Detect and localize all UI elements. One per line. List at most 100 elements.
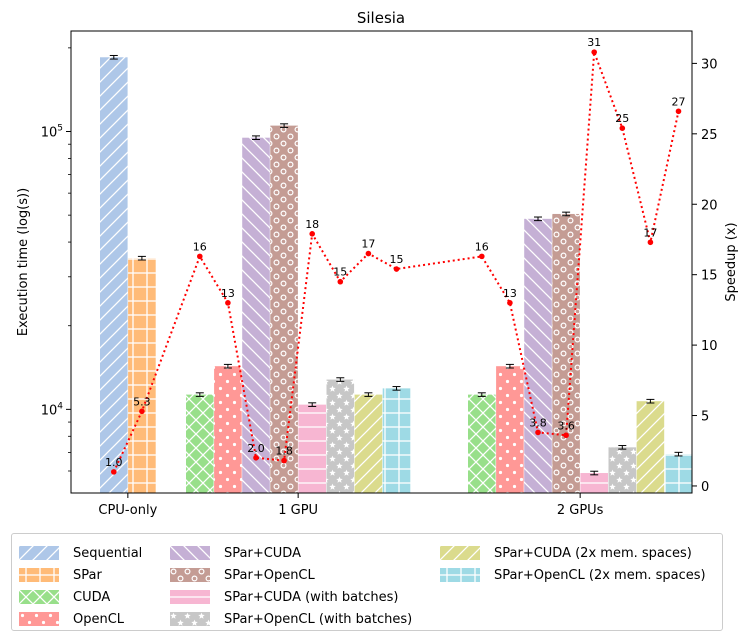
bar-spar-opencl-with-batches--1 bbox=[326, 379, 355, 493]
y-right-tick-label: 0 bbox=[701, 480, 709, 495]
legend-swatch bbox=[170, 568, 210, 582]
legend-item: SPar+OpenCL bbox=[170, 566, 315, 584]
legend-label: Sequential bbox=[73, 545, 143, 561]
bar-spar-cuda-with-batches--2 bbox=[580, 473, 608, 493]
legend: Sequential SPar CUDA OpenCL SPar+CUDA SPar+Op… bbox=[11, 533, 723, 631]
bar-spar-0 bbox=[128, 258, 156, 493]
speedup-point bbox=[563, 432, 569, 439]
y-right-tick-label: 5 bbox=[701, 410, 709, 425]
speedup-layer: 1.0 5.3 16 13 2.0 1.8 18 15 17 15 16 13 3.8 3.6 31 25 17… bbox=[105, 36, 686, 475]
chart-title: Silesia bbox=[357, 9, 405, 27]
chart: Silesia 1.0 5.3 16 13 2.0 1.8 18 15 17 15 16 13 3.8 3… bbox=[16, 9, 739, 518]
y-right-tick-label: 25 bbox=[701, 128, 718, 143]
speedup-label: 25 bbox=[615, 112, 629, 125]
legend-swatch bbox=[19, 590, 59, 604]
speedup-label: 13 bbox=[503, 287, 517, 300]
legend-label: SPar+CUDA (2x mem. spaces) bbox=[494, 545, 692, 561]
legend-swatch bbox=[440, 546, 480, 560]
bar-spar-cuda-with-batches--1 bbox=[298, 404, 326, 493]
legend-label: OpenCL bbox=[73, 611, 125, 627]
speedup-point bbox=[647, 239, 654, 246]
speedup-label: 31 bbox=[587, 36, 601, 49]
speedup-point bbox=[591, 49, 597, 55]
x-tick-label: 2 GPUs bbox=[557, 503, 604, 518]
bar-spar-opencl-with-batches--2 bbox=[608, 447, 637, 493]
bar-spar-cuda-2 bbox=[524, 218, 552, 493]
right-axis: 0 5 10 15 20 25 30 bbox=[692, 57, 718, 495]
speedup-label: 1.0 bbox=[105, 456, 123, 469]
bar-spar-opencl-2x-mem-spaces--1 bbox=[382, 388, 411, 493]
legend-swatch bbox=[440, 568, 480, 582]
speedup-label: 3.8 bbox=[529, 416, 547, 429]
legend-item: SPar+CUDA (with batches) bbox=[170, 588, 398, 606]
legend-item: SPar+CUDA (2x mem. spaces) bbox=[440, 544, 692, 562]
bar-spar-opencl-2x-mem-spaces--2 bbox=[664, 454, 693, 493]
legend-item: CUDA bbox=[19, 588, 110, 606]
x-tick-label: 1 GPU bbox=[278, 503, 318, 518]
bar-spar-cuda-2x-mem-spaces--2 bbox=[636, 401, 665, 493]
legend-label: SPar+OpenCL (with batches) bbox=[224, 611, 413, 627]
speedup-label: 13 bbox=[221, 287, 235, 300]
y-tick-label: 105 bbox=[41, 124, 63, 141]
speedup-label: 17 bbox=[361, 238, 375, 251]
left-axis: 104 105 bbox=[41, 47, 71, 472]
y-right-tick-label: 15 bbox=[701, 269, 718, 284]
speedup-label: 18 bbox=[305, 218, 319, 231]
speedup-point bbox=[479, 253, 485, 260]
legend-item: SPar+CUDA bbox=[170, 544, 301, 562]
speedup-point bbox=[139, 408, 145, 415]
speedup-point bbox=[393, 266, 400, 272]
speedup-label: 5.3 bbox=[133, 395, 151, 408]
legend-label: SPar+CUDA (with batches) bbox=[224, 589, 399, 605]
bar-spar-cuda-1 bbox=[242, 137, 270, 493]
legend-item: Sequential bbox=[19, 544, 142, 562]
legend-item: SPar bbox=[19, 566, 102, 584]
y-axis-label: Execution time (log(s)) bbox=[16, 188, 31, 336]
legend-swatch bbox=[170, 612, 210, 626]
bar-opencl-2 bbox=[496, 366, 524, 493]
speedup-label: 2.0 bbox=[247, 442, 265, 455]
speedup-point bbox=[309, 231, 316, 237]
bar-spar-opencl-2 bbox=[552, 213, 580, 494]
y-right-tick-label: 30 bbox=[701, 57, 718, 72]
speedup-point bbox=[253, 454, 259, 461]
speedup-label: 3.6 bbox=[557, 419, 575, 432]
bar-sequential-0 bbox=[100, 57, 128, 493]
bar-cuda-2 bbox=[468, 394, 496, 493]
speedup-point bbox=[111, 469, 117, 475]
speedup-point bbox=[507, 300, 513, 306]
bar-opencl-1 bbox=[214, 366, 242, 493]
legend-item: OpenCL bbox=[19, 610, 124, 628]
y-right-tick-label: 20 bbox=[701, 198, 718, 213]
legend-swatch bbox=[170, 546, 210, 560]
legend-swatch bbox=[19, 546, 59, 560]
legend-label: SPar bbox=[73, 567, 102, 583]
x-axis: CPU-only 1 GPU 2 GPUs bbox=[98, 493, 604, 518]
y-axis-label-right: Speedup (x) bbox=[724, 222, 739, 301]
speedup-point bbox=[337, 278, 344, 285]
y-right-tick-label: 10 bbox=[701, 339, 718, 354]
speedup-label: 15 bbox=[390, 253, 404, 266]
speedup-point bbox=[535, 429, 541, 436]
bar-spar-opencl-1 bbox=[270, 125, 298, 493]
speedup-label: 17 bbox=[643, 226, 657, 239]
speedup-label: 16 bbox=[193, 240, 207, 253]
x-tick-label: CPU-only bbox=[98, 503, 157, 518]
legend-label: SPar+CUDA bbox=[224, 545, 301, 561]
speedup-point bbox=[365, 250, 372, 257]
bars-layer bbox=[100, 54, 693, 494]
legend-label: SPar+OpenCL (2x mem. spaces) bbox=[494, 567, 706, 583]
speedup-point bbox=[225, 300, 231, 306]
legend-label: SPar+OpenCL bbox=[224, 567, 315, 583]
bar-cuda-1 bbox=[186, 394, 214, 493]
legend-swatch bbox=[19, 568, 59, 582]
legend-swatch bbox=[170, 590, 210, 604]
y-tick-label: 104 bbox=[41, 401, 64, 418]
speedup-label: 15 bbox=[333, 266, 347, 279]
legend-swatch bbox=[19, 612, 59, 626]
plot-frame bbox=[70, 30, 693, 494]
speedup-point bbox=[675, 108, 682, 115]
speedup-point bbox=[281, 457, 287, 464]
speedup-label: 16 bbox=[475, 240, 489, 253]
speedup-point bbox=[619, 125, 626, 131]
